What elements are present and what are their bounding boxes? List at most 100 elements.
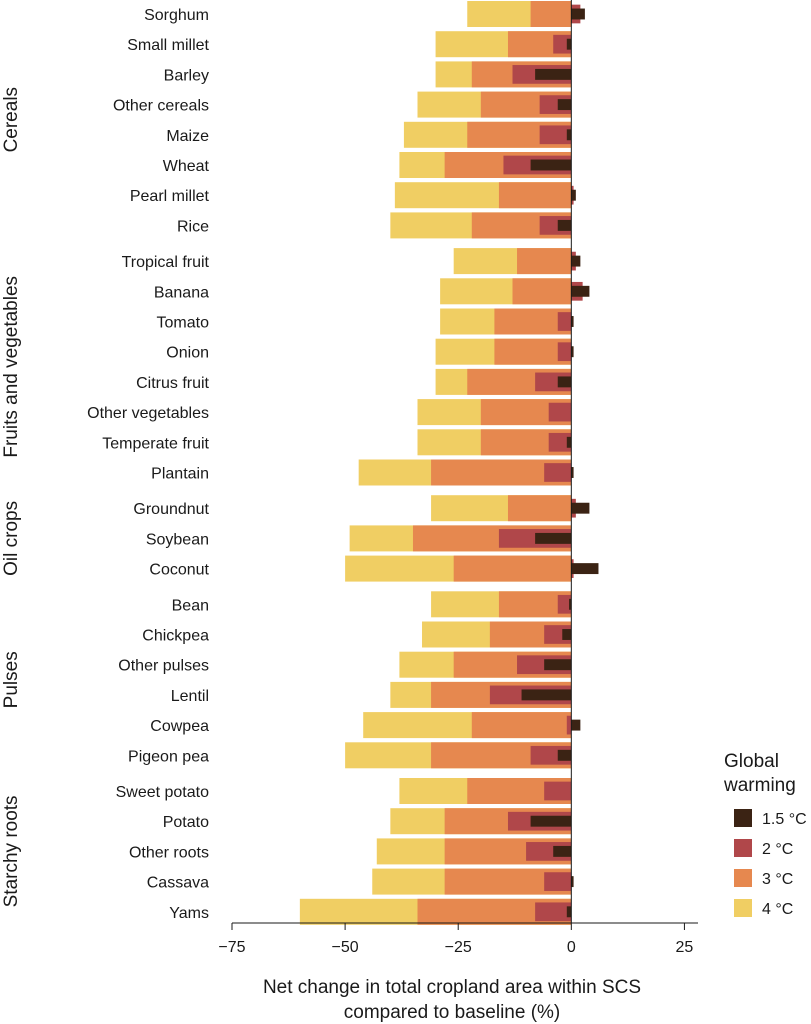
bar-plantain-1p5-c [571, 467, 574, 478]
bar-plantain-2-c [544, 463, 572, 482]
x-tick-label: −75 [218, 939, 245, 956]
bar-coconut-1p5-c [571, 563, 599, 575]
category-label-banana: Banana [154, 284, 209, 301]
bar-cowpea-2-c [566, 715, 572, 735]
legend-swatch-4-c [734, 899, 752, 917]
category-label-temperate-fruit: Temperate fruit [102, 435, 209, 452]
category-label-tomato: Tomato [157, 315, 210, 332]
bar-cowpea-3-c [471, 712, 572, 739]
bar-lentil-1p5-c [521, 689, 572, 701]
bar-groundnut-3-c [507, 495, 572, 522]
bar-pearl-millet-3-c [498, 182, 572, 209]
bar-chickpea-1p5-c [562, 629, 572, 640]
legend-title-line-2: warming [723, 775, 796, 796]
group-label-pulses: Pulses [1, 651, 22, 708]
bar-temperate-fruit-2-c [548, 432, 572, 452]
category-label-coconut: Coconut [149, 562, 209, 579]
x-tick-label: −50 [332, 939, 359, 956]
category-label-sorghum: Sorghum [144, 7, 209, 24]
category-label-soybean: Soybean [146, 531, 209, 548]
bar-coconut-3-c [453, 555, 572, 582]
category-label-plantain: Plantain [151, 466, 209, 483]
category-label-pigeon-pea: Pigeon pea [128, 748, 209, 765]
category-label-small-millet: Small millet [127, 37, 209, 54]
category-label-sweet-potato: Sweet potato [116, 784, 210, 801]
bar-potato-1p5-c [530, 815, 572, 827]
bar-soybean-1p5-c [535, 532, 572, 544]
x-tick-label: 25 [676, 939, 694, 956]
bar-onion-1p5-c [571, 346, 574, 358]
category-label-lentil: Lentil [171, 688, 209, 705]
category-label-tropical-fruit: Tropical fruit [122, 254, 210, 271]
bar-banana-3-c [512, 278, 572, 305]
category-label-groundnut: Groundnut [133, 501, 209, 518]
category-label-other-roots: Other roots [129, 844, 209, 861]
bar-bean-2-c [557, 594, 572, 614]
bar-sorghum-3-c [530, 1, 572, 27]
category-label-cowpea: Cowpea [150, 718, 209, 735]
bar-maize-2-c [539, 125, 572, 145]
x-tick-label: −25 [445, 939, 472, 956]
group-labels: Cereals Fruits and vegetables Oil crops Pul… [1, 87, 22, 907]
bar-other-vegetables-2-c [548, 402, 572, 422]
category-label-other-pulses: Other pulses [118, 658, 209, 675]
bar-banana-1p5-c [571, 285, 590, 297]
bar-bean-1p5-c [569, 598, 572, 610]
bar-sweet-potato-2-c [544, 781, 572, 801]
bar-small-millet-2-c [553, 34, 572, 54]
bar-other-cereals-1p5-c [557, 99, 572, 111]
category-labels: Sorghum Small millet Barley Other cereals Ma… [87, 7, 209, 922]
bar-pigeon-pea-1p5-c [557, 749, 572, 761]
category-label-citrus-fruit: Citrus fruit [136, 375, 209, 392]
x-axis: −75 −50 −25 0 25 [218, 0, 698, 956]
legend-label-1p5-c: 1.5 °C [762, 811, 807, 828]
category-label-yams: Yams [169, 905, 209, 922]
category-label-potato: Potato [163, 814, 209, 831]
category-label-other-vegetables: Other vegetables [87, 405, 209, 422]
group-label-starchy-roots: Starchy roots [1, 795, 22, 907]
group-label-fruits-and-vegetables: Fruits and vegetables [1, 276, 22, 458]
bar-yams-1p5-c [566, 906, 572, 918]
legend-swatch-3-c [734, 869, 752, 887]
group-label-oil-crops: Oil crops [1, 501, 22, 576]
bars-layer [299, 1, 599, 925]
legend: Global warming 1.5 °C 2 °C 3 °C 4 °C [723, 751, 807, 918]
bar-pearl-millet-1p5-c [571, 189, 576, 201]
bar-wheat-1p5-c [530, 159, 572, 171]
bar-onion-2-c [557, 342, 572, 362]
category-label-chickpea: Chickpea [142, 628, 209, 645]
group-label-cereals: Cereals [1, 87, 22, 152]
legend-swatch-1p5-c [734, 809, 752, 827]
category-label-onion: Onion [166, 345, 209, 362]
legend-swatch-2-c [734, 839, 752, 857]
bar-temperate-fruit-1p5-c [566, 436, 572, 448]
bar-barley-1p5-c [535, 68, 572, 80]
bar-tropical-fruit-1p5-c [571, 255, 581, 267]
bar-citrus-fruit-1p5-c [557, 376, 572, 388]
legend-label-2-c: 2 °C [762, 841, 793, 858]
legend-label-4-c: 4 °C [762, 901, 793, 918]
category-label-rice: Rice [177, 218, 209, 235]
category-label-other-cereals: Other cereals [113, 98, 209, 115]
x-tick-label: 0 [567, 939, 576, 956]
bar-small-millet-1p5-c [566, 38, 572, 50]
bar-cowpea-1p5-c [571, 719, 581, 731]
bar-cassava-1p5-c [571, 876, 574, 888]
category-label-wheat: Wheat [163, 158, 210, 175]
bar-tomato-1p5-c [571, 316, 574, 327]
bar-tropical-fruit-3-c [517, 248, 572, 275]
category-label-pearl-millet: Pearl millet [130, 188, 210, 205]
bar-other-pulses-1p5-c [544, 659, 572, 671]
bar-rice-1p5-c [557, 219, 572, 231]
x-axis-title-line-2: compared to baseline (%) [344, 1002, 561, 1023]
category-label-bean: Bean [172, 597, 209, 614]
x-axis-title-line-1: Net change in total cropland area within… [263, 977, 641, 998]
bar-tomato-2-c [557, 312, 572, 331]
category-label-maize: Maize [166, 128, 209, 145]
category-label-barley: Barley [164, 67, 209, 84]
bar-cassava-2-c [544, 872, 572, 891]
bar-groundnut-1p5-c [571, 502, 590, 514]
bar-yams-2-c [535, 902, 572, 922]
